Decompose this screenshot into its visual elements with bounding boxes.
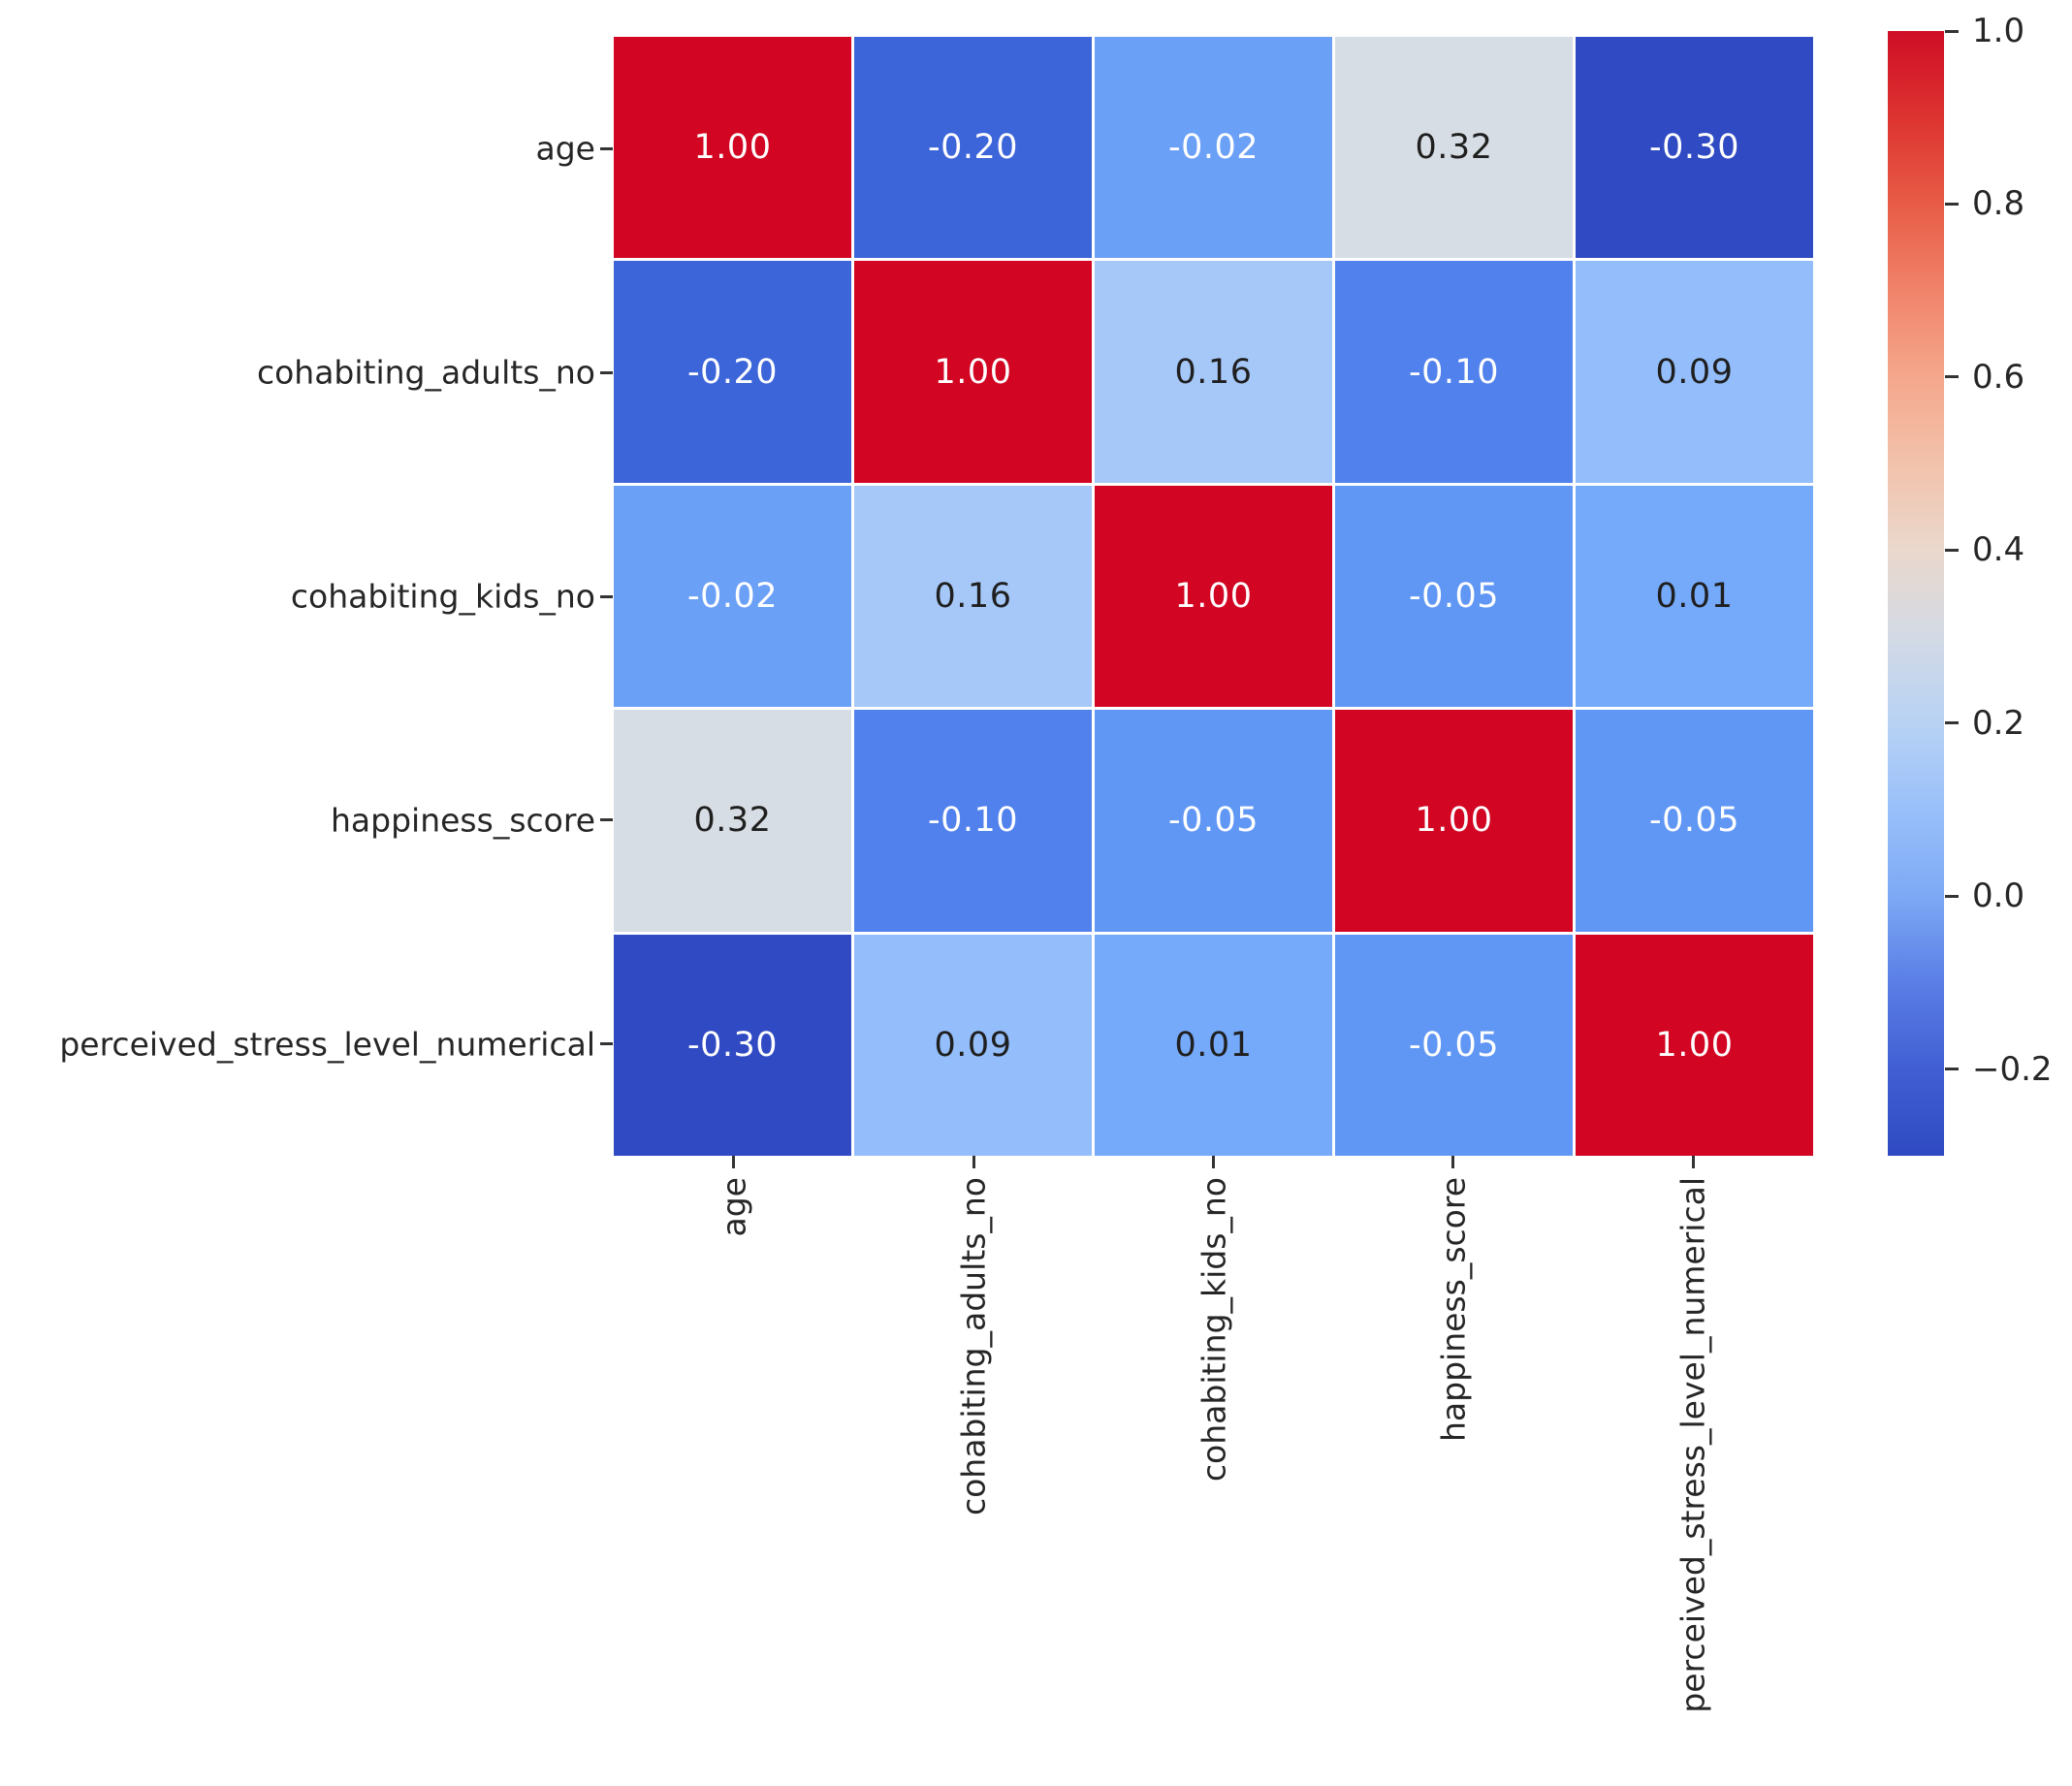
column-label-text: cohabiting_adults_no <box>954 1177 993 1516</box>
heatmap-cell-happiness_score-happiness_score: 1.00 <box>1335 710 1573 932</box>
colorbar-tick-label: 0.8 <box>1972 184 2025 224</box>
column-label-happiness_score: happiness_score <box>1434 1177 1472 1446</box>
cell-value: 1.00 <box>693 128 772 168</box>
heatmap-cell-happiness_score-age: 0.32 <box>614 710 851 932</box>
cell-value: -0.02 <box>686 576 779 616</box>
heatmap-cell-happiness_score-perceived_stress_level_numerical: -0.05 <box>1576 710 1813 932</box>
column-label-cohabiting_kids_no: cohabiting_kids_no <box>1195 1177 1232 1485</box>
y-tick-mark <box>600 1042 613 1046</box>
heatmap-cell-age-age: 1.00 <box>614 37 851 259</box>
cell-value: 0.09 <box>1655 352 1734 392</box>
heatmap-cell-perceived_stress_level_numerical-cohabiting_adults_no: 0.09 <box>854 934 1092 1156</box>
row-label-cohabiting_kids_no: cohabiting_kids_no <box>290 577 595 616</box>
cell-value: 1.00 <box>934 352 1012 392</box>
x-tick-mark <box>1212 1156 1215 1168</box>
y-tick-mark <box>600 146 613 150</box>
heatmap-cell-perceived_stress_level_numerical-perceived_stress_level_numerical: 1.00 <box>1576 934 1813 1156</box>
heatmap-grid: 1.00 -0.20 -0.02 0.32 -0.30 -0.20 1.00 0.16 -0.1… <box>614 37 1813 1156</box>
cell-value: -0.20 <box>927 128 1019 168</box>
colorbar-tick-mark <box>1945 894 1959 898</box>
row-label-age: age <box>535 129 595 168</box>
cell-value: -0.10 <box>927 801 1019 841</box>
heatmap-cell-happiness_score-cohabiting_adults_no: -0.10 <box>854 710 1092 932</box>
heatmap-cell-cohabiting_adults_no-perceived_stress_level_numerical: 0.09 <box>1576 261 1813 483</box>
row-label-cohabiting_adults_no: cohabiting_adults_no <box>256 353 595 392</box>
colorbar-tick-label: 0.4 <box>1972 530 2025 570</box>
cell-value: 1.00 <box>1655 1025 1734 1065</box>
heatmap-cell-cohabiting_kids_no-happiness_score: -0.05 <box>1335 485 1573 708</box>
heatmap-cell-age-cohabiting_adults_no: -0.20 <box>854 37 1092 259</box>
heatmap-cell-cohabiting_adults_no-happiness_score: -0.10 <box>1335 261 1573 483</box>
column-label-text: happiness_score <box>1434 1177 1473 1442</box>
column-label-perceived_stress_level_numerical: perceived_stress_level_numerical <box>1674 1177 1712 1717</box>
cell-value: 0.16 <box>1174 352 1253 392</box>
cell-value: -0.20 <box>686 352 779 392</box>
heatmap-cell-age-perceived_stress_level_numerical: -0.30 <box>1576 37 1813 259</box>
column-label-text: age <box>715 1177 753 1237</box>
colorbar-tick-label: 0.6 <box>1972 357 2025 397</box>
cell-value: -0.05 <box>1648 801 1740 841</box>
heatmap-cell-perceived_stress_level_numerical-happiness_score: -0.05 <box>1335 934 1573 1156</box>
colorbar-tick-label: 0.2 <box>1972 703 2025 743</box>
column-label-cohabiting_adults_no: cohabiting_adults_no <box>955 1177 993 1519</box>
cell-value: -0.05 <box>1167 801 1259 841</box>
heatmap-cell-happiness_score-cohabiting_kids_no: -0.05 <box>1095 710 1332 932</box>
colorbar-tick-mark <box>1945 29 1959 33</box>
colorbar-tick-mark <box>1945 1068 1959 1071</box>
colorbar-tick-mark <box>1945 375 1959 379</box>
cell-value: -0.30 <box>1648 128 1740 168</box>
cell-value: 0.16 <box>934 576 1012 616</box>
row-label-perceived_stress_level_numerical: perceived_stress_level_numerical <box>59 1025 595 1064</box>
heatmap-cell-cohabiting_kids_no-cohabiting_kids_no: 1.00 <box>1095 485 1332 708</box>
cell-value: -0.02 <box>1167 128 1259 168</box>
cell-value: -0.05 <box>1408 576 1500 616</box>
y-tick-mark <box>600 818 613 822</box>
heatmap-cell-cohabiting_adults_no-age: -0.20 <box>614 261 851 483</box>
colorbar-tick-mark <box>1945 202 1959 206</box>
heatmap-cell-age-cohabiting_kids_no: -0.02 <box>1095 37 1332 259</box>
cell-value: 0.32 <box>1415 128 1493 168</box>
column-label-text: perceived_stress_level_numerical <box>1674 1177 1712 1713</box>
y-tick-mark <box>600 370 613 374</box>
cell-value: -0.30 <box>686 1025 779 1065</box>
heatmap-cell-perceived_stress_level_numerical-cohabiting_kids_no: 0.01 <box>1095 934 1332 1156</box>
row-label-happiness_score: happiness_score <box>331 801 595 840</box>
cell-value: 0.01 <box>1174 1025 1253 1065</box>
cell-value: 0.01 <box>1655 576 1734 616</box>
cell-value: -0.10 <box>1408 352 1500 392</box>
cell-value: 0.32 <box>693 801 772 841</box>
colorbar-tick-mark <box>1945 548 1959 552</box>
colorbar-tick-label: 1.0 <box>1972 12 2025 50</box>
heatmap-cell-cohabiting_adults_no-cohabiting_adults_no: 1.00 <box>854 261 1092 483</box>
colorbar-gradient <box>1888 31 1944 1156</box>
x-tick-mark <box>972 1156 975 1168</box>
heatmap-cell-cohabiting_kids_no-perceived_stress_level_numerical: 0.01 <box>1576 485 1813 708</box>
colorbar-tick-label: −0.2 <box>1972 1049 2053 1089</box>
colorbar-tick-mark <box>1945 721 1959 725</box>
heatmap-cell-cohabiting_adults_no-cohabiting_kids_no: 0.16 <box>1095 261 1332 483</box>
x-tick-mark <box>732 1156 736 1168</box>
colorbar-tick-label: 0.0 <box>1972 877 2025 916</box>
heatmap-cell-age-happiness_score: 0.32 <box>1335 37 1573 259</box>
heatmap-cell-perceived_stress_level_numerical-age: -0.30 <box>614 934 851 1156</box>
cell-value: -0.05 <box>1408 1025 1500 1065</box>
column-label-text: cohabiting_kids_no <box>1195 1177 1232 1483</box>
column-label-age: age <box>715 1177 752 1240</box>
y-tick-mark <box>600 594 613 598</box>
heatmap-cell-cohabiting_kids_no-age: -0.02 <box>614 485 851 708</box>
heatmap-cell-cohabiting_kids_no-cohabiting_adults_no: 0.16 <box>854 485 1092 708</box>
x-tick-mark <box>1451 1156 1455 1168</box>
cell-value: 1.00 <box>1415 801 1493 841</box>
x-tick-mark <box>1691 1156 1695 1168</box>
cell-value: 0.09 <box>934 1025 1012 1065</box>
cell-value: 1.00 <box>1174 576 1253 616</box>
